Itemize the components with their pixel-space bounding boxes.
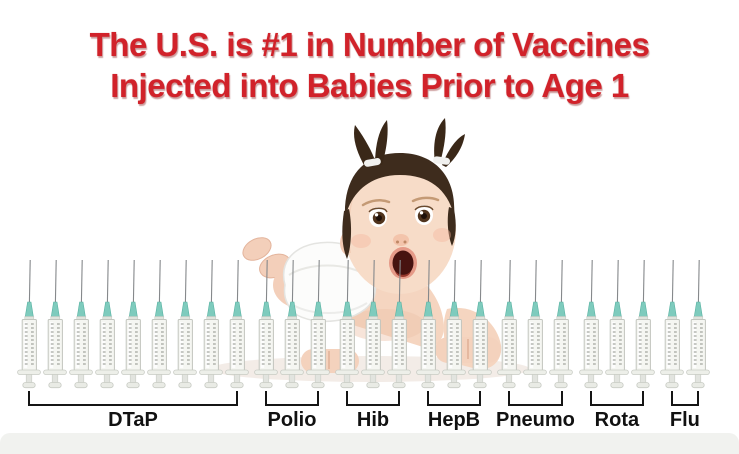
syringe-strip (496, 258, 575, 390)
group-bracket (265, 391, 319, 406)
syringe-icon (415, 258, 441, 390)
syringe-strip (659, 258, 711, 390)
baby-mouth (389, 247, 417, 279)
syringe-icon (198, 258, 224, 390)
title-line-1: The U.S. is #1 in Number of Vaccines (89, 26, 650, 63)
vaccine-label: Hib (356, 409, 390, 431)
syringe-strip (16, 258, 250, 390)
syringe-icon (604, 258, 630, 390)
baby-nose (393, 234, 409, 246)
syringe-icon (68, 258, 94, 390)
syringe-icon (386, 258, 412, 390)
vaccine-label: Flu (669, 409, 700, 431)
syringe-icon (120, 258, 146, 390)
syringe-icon (685, 258, 711, 390)
syringe-icon (224, 258, 250, 390)
vaccine-group-hib: Hib (334, 258, 412, 432)
syringe-icon (441, 258, 467, 390)
syringe-icon (94, 258, 120, 390)
syringe-icon (146, 258, 172, 390)
syringe-strip (334, 258, 412, 390)
vaccine-group-hepb: HepB (415, 258, 493, 432)
poster-title: The U.S. is #1 in Number of Vaccines Inj… (0, 24, 739, 106)
hair-tie-left (363, 158, 381, 167)
vaccine-label: Polio (267, 409, 317, 431)
syringe-icon (630, 258, 656, 390)
syringe-icon (305, 258, 331, 390)
baby-face (351, 196, 451, 279)
syringe-strip (415, 258, 493, 390)
baby-hair (342, 153, 456, 259)
vaccine-group-flu: Flu (659, 258, 711, 432)
vaccine-group-polio: Polio (253, 258, 331, 432)
syringe-icon (279, 258, 305, 390)
vaccine-label: Pneumo (496, 409, 575, 431)
baby-eye-right (414, 205, 434, 225)
vaccine-label: HepB (427, 409, 481, 431)
vaccine-syringe-chart: DTaP Polio (16, 258, 711, 432)
title-line-2: Injected into Babies Prior to Age 1 (110, 67, 629, 104)
vaccine-group-dtap: DTaP (16, 258, 250, 432)
syringe-icon (334, 258, 360, 390)
syringe-strip (578, 258, 656, 390)
syringe-icon (16, 258, 42, 390)
syringe-icon (253, 258, 279, 390)
hair-tie-right (433, 156, 451, 165)
syringe-icon (496, 258, 522, 390)
group-bracket (346, 391, 400, 406)
vaccine-label: Rota (594, 409, 640, 431)
vaccine-group-rota: Rota (578, 258, 656, 432)
syringe-icon (42, 258, 68, 390)
group-bracket (28, 391, 238, 406)
baby-pigtails (354, 118, 465, 167)
group-bracket (427, 391, 481, 406)
syringe-icon (548, 258, 574, 390)
vaccine-group-pneumo: Pneumo (496, 258, 575, 432)
vaccine-label: DTaP (108, 409, 158, 431)
syringe-icon (360, 258, 386, 390)
group-bracket (670, 391, 699, 406)
baby-eye-left (368, 207, 388, 227)
syringe-icon (522, 258, 548, 390)
group-bracket (508, 391, 563, 406)
footer-strip (0, 433, 739, 454)
syringe-icon (467, 258, 493, 390)
group-bracket (589, 391, 644, 406)
syringe-icon (659, 258, 685, 390)
syringe-icon (172, 258, 198, 390)
syringe-strip (253, 258, 331, 390)
syringe-icon (578, 258, 604, 390)
